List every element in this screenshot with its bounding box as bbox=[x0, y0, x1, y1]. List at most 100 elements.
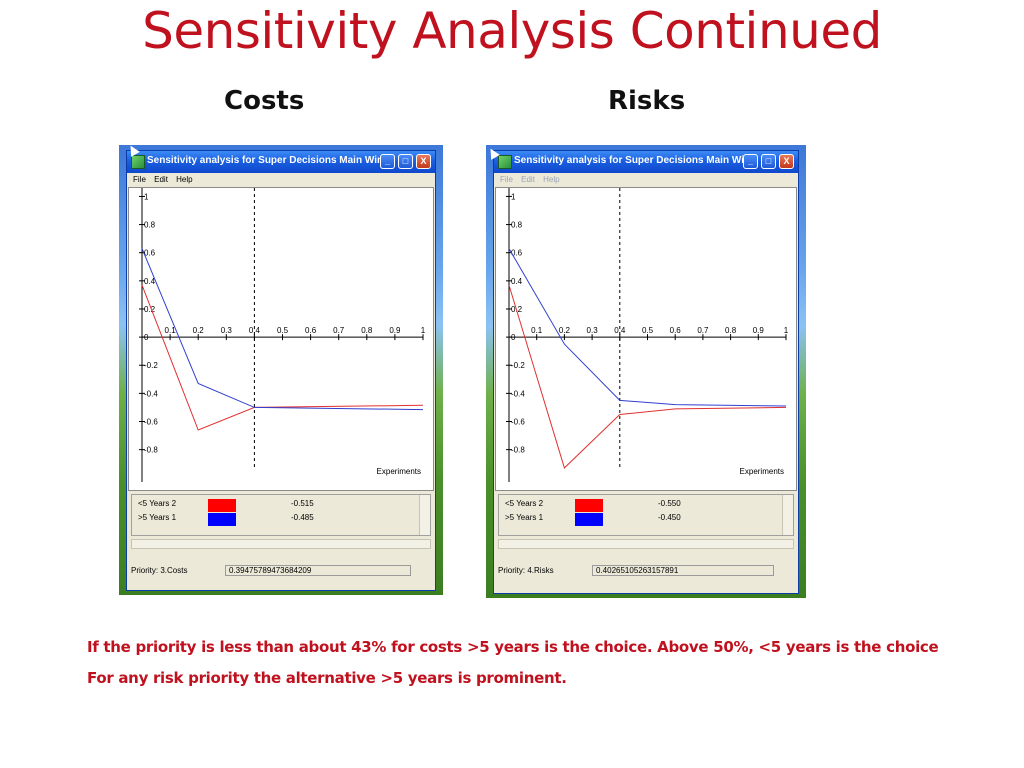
menu-bar: File Edit Help bbox=[127, 173, 435, 187]
menu-help[interactable]: Help bbox=[543, 175, 560, 184]
legend-swatch bbox=[208, 513, 236, 526]
slide-title: Sensitivity Analysis Continued bbox=[142, 2, 882, 60]
app-icon bbox=[131, 155, 145, 169]
app-icon bbox=[498, 155, 512, 169]
x-tick-label: 0.6 bbox=[305, 326, 317, 335]
menu-bar: File Edit Help bbox=[494, 173, 798, 187]
x-tick-label: 0.1 bbox=[165, 326, 177, 335]
y-tick-label: -0.8 bbox=[511, 446, 525, 455]
window-titlebar[interactable]: Sensitivity analysis for Super Decisions… bbox=[127, 151, 435, 173]
series-line-1 bbox=[508, 248, 787, 407]
y-tick-label: -0.8 bbox=[144, 446, 158, 455]
y-tick-label: 0.2 bbox=[144, 305, 156, 314]
menu-edit[interactable]: Edit bbox=[154, 175, 168, 184]
legend-panel: <5 Years 2 -0.550 >5 Years 1 -0.450 bbox=[498, 494, 794, 536]
legend-swatch bbox=[575, 499, 603, 512]
menu-file[interactable]: File bbox=[500, 175, 513, 184]
sensitivity-chart: 1 0.8 0.6 0.4 0.2 0 -0.2 -0.4 -0.6 -0.8 0.1 0.2 0.3 0… bbox=[139, 188, 426, 482]
series-line-0 bbox=[508, 284, 787, 469]
x-tick-label: 0.8 bbox=[361, 326, 373, 335]
y-tick-label: 0.4 bbox=[144, 277, 156, 286]
sensitivity-chart: 10.80.60.40.20-0.2-0.4-0.6-0.80.1 0.2 0.3 0… bbox=[506, 188, 789, 482]
series-line-0 bbox=[141, 284, 424, 431]
x-tick-label: 0.2 bbox=[559, 326, 571, 335]
maximize-button[interactable]: □ bbox=[398, 154, 413, 169]
legend-scrollbar[interactable] bbox=[419, 495, 430, 535]
window-title: Sensitivity analysis for Super Decisions… bbox=[147, 155, 392, 166]
x-axis-label: Experiments bbox=[740, 467, 784, 476]
maximize-button[interactable]: □ bbox=[761, 154, 776, 169]
y-tick-label: -0.6 bbox=[144, 418, 158, 427]
legend-label: <5 Years 2 bbox=[505, 499, 544, 508]
close-button[interactable]: X bbox=[416, 154, 431, 169]
x-tick-label: 0.4 bbox=[249, 326, 261, 335]
x-tick-label: 0.7 bbox=[333, 326, 345, 335]
x-tick-label: 0.9 bbox=[753, 326, 765, 335]
x-tick-label: 0.5 bbox=[277, 326, 289, 335]
series-line-1 bbox=[141, 248, 424, 411]
x-tick-label: 0.3 bbox=[221, 326, 233, 335]
minimize-button[interactable]: _ bbox=[380, 154, 395, 169]
minimize-button[interactable]: _ bbox=[743, 154, 758, 169]
y-tick-label: -0.6 bbox=[511, 418, 525, 427]
y-tick-label: 0.6 bbox=[144, 249, 156, 258]
x-tick-label: 0.1 bbox=[531, 326, 543, 335]
x-tick-label: 0.8 bbox=[725, 326, 737, 335]
priority-slider[interactable] bbox=[131, 539, 431, 549]
priority-value: 0.39475789473684209 bbox=[225, 565, 411, 576]
x-tick-label: 0.5 bbox=[642, 326, 654, 335]
priority-label: Priority: 3.Costs bbox=[131, 566, 188, 575]
legend-panel: <5 Years 2 -0.515 >5 Years 1 -0.485 bbox=[131, 494, 431, 536]
x-tick-label: 0.2 bbox=[193, 326, 205, 335]
y-tick-label: 0 bbox=[511, 333, 516, 342]
y-tick-label: 1 bbox=[144, 192, 149, 201]
risks-screenshot: Sensitivity analysis for Super Decisions… bbox=[486, 145, 806, 598]
y-tick-label: 0.4 bbox=[511, 277, 523, 286]
priority-value: 0.40265105263157891 bbox=[592, 565, 774, 576]
window-title: Sensitivity analysis for Super Decisions… bbox=[514, 155, 759, 166]
x-tick-label: 0.3 bbox=[587, 326, 599, 335]
status-bar: Priority: 4.Risks 0.40265105263157891 bbox=[498, 565, 794, 577]
legend-swatch bbox=[575, 513, 603, 526]
sensitivity-window-costs: Sensitivity analysis for Super Decisions… bbox=[126, 150, 436, 591]
x-tick-label: 1 bbox=[421, 326, 426, 335]
legend-swatch bbox=[208, 499, 236, 512]
x-tick-label: 0.7 bbox=[697, 326, 709, 335]
y-tick-label: -0.2 bbox=[144, 361, 158, 370]
note-costs: If the priority is less than about 43% f… bbox=[87, 638, 939, 656]
note-risks: For any risk priority the alternative >5… bbox=[87, 669, 567, 687]
y-tick-label: 1 bbox=[511, 192, 516, 201]
sensitivity-plot[interactable]: 1 0.8 0.6 0.4 0.2 0 -0.2 -0.4 -0.6 -0.8 0.1 0.2 0.3 0… bbox=[495, 187, 797, 491]
legend-value: -0.450 bbox=[658, 513, 681, 522]
status-bar: Priority: 3.Costs 0.39475789473684209 bbox=[131, 565, 431, 577]
close-button[interactable]: X bbox=[779, 154, 794, 169]
x-tick-label: 0.4 bbox=[614, 326, 626, 335]
heading-costs: Costs bbox=[224, 86, 305, 116]
y-tick-label: 0.6 bbox=[511, 249, 523, 258]
y-tick-label: 0 bbox=[144, 333, 149, 342]
legend-label: >5 Years 1 bbox=[505, 513, 544, 522]
menu-help[interactable]: Help bbox=[176, 175, 193, 184]
y-tick-label: -0.4 bbox=[144, 389, 158, 398]
sensitivity-plot[interactable]: 1 0.8 0.6 0.4 0.2 0 -0.2 -0.4 -0.6 -0.8 0.1 0.2 0.3 0… bbox=[128, 187, 434, 491]
legend-scrollbar[interactable] bbox=[782, 495, 793, 535]
y-tick-label: -0.2 bbox=[511, 361, 525, 370]
legend-label: >5 Years 1 bbox=[138, 513, 177, 522]
x-axis-label: Experiments bbox=[377, 467, 421, 476]
sensitivity-window-risks: Sensitivity analysis for Super Decisions… bbox=[493, 150, 799, 594]
legend-value: -0.485 bbox=[291, 513, 314, 522]
priority-slider[interactable] bbox=[498, 539, 794, 549]
legend-label: <5 Years 2 bbox=[138, 499, 177, 508]
menu-file[interactable]: File bbox=[133, 175, 146, 184]
window-titlebar[interactable]: Sensitivity analysis for Super Decisions… bbox=[494, 151, 798, 173]
x-tick-label: 0.9 bbox=[389, 326, 401, 335]
costs-screenshot: Sensitivity analysis for Super Decisions… bbox=[119, 145, 443, 595]
priority-label: Priority: 4.Risks bbox=[498, 566, 554, 575]
x-tick-label: 0.6 bbox=[670, 326, 682, 335]
legend-value: -0.515 bbox=[291, 499, 314, 508]
y-tick-label: 0.8 bbox=[511, 221, 523, 230]
heading-risks: Risks bbox=[608, 86, 686, 116]
menu-edit[interactable]: Edit bbox=[521, 175, 535, 184]
y-tick-label: 0.8 bbox=[144, 221, 156, 230]
x-tick-label: 1 bbox=[784, 326, 789, 335]
